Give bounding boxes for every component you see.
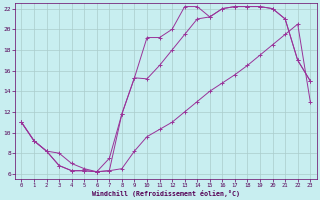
X-axis label: Windchill (Refroidissement éolien,°C): Windchill (Refroidissement éolien,°C) — [92, 190, 240, 197]
